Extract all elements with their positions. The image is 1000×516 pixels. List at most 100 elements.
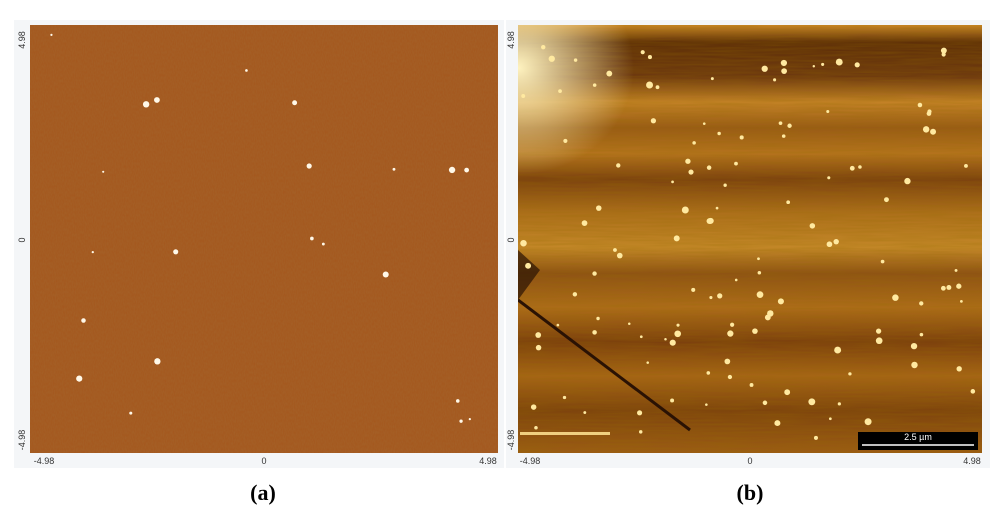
particle <box>520 239 527 247</box>
particle <box>292 100 298 106</box>
particle <box>727 374 733 380</box>
particle <box>940 47 947 54</box>
y-label: 4.98 <box>506 31 516 49</box>
particle <box>926 111 932 116</box>
particle <box>468 417 471 421</box>
particle <box>910 342 918 350</box>
y-label: -4.98 <box>506 430 516 451</box>
particle <box>464 167 470 173</box>
particle <box>691 287 696 292</box>
particle <box>757 271 762 275</box>
particle <box>616 163 621 168</box>
x-label: -4.98 <box>34 456 55 466</box>
x-label: 0 <box>747 456 752 466</box>
particle <box>670 398 675 403</box>
particle <box>837 402 841 406</box>
particle <box>306 163 312 169</box>
particle <box>558 89 562 94</box>
particle <box>702 122 706 125</box>
particle <box>854 62 860 68</box>
particle <box>530 404 537 410</box>
particle <box>809 223 816 229</box>
particle <box>382 271 389 278</box>
particle <box>756 291 764 298</box>
particle <box>956 283 962 289</box>
particle <box>752 328 758 334</box>
particle <box>970 389 976 394</box>
caption: (b) <box>737 480 764 505</box>
particle <box>556 323 560 327</box>
particle <box>706 165 712 170</box>
particle <box>76 375 83 382</box>
particle <box>959 299 963 303</box>
particle <box>245 69 248 72</box>
particle <box>534 426 538 430</box>
particle <box>647 55 652 60</box>
particle <box>673 235 680 242</box>
particle <box>930 128 937 135</box>
particle <box>941 52 946 57</box>
particle <box>884 197 889 203</box>
particle <box>724 358 731 365</box>
particle <box>173 249 179 255</box>
particle <box>835 58 843 66</box>
particle <box>91 250 94 254</box>
particle <box>581 220 588 226</box>
particle <box>664 337 667 341</box>
x-label: 4.98 <box>479 456 497 466</box>
particle <box>767 310 774 317</box>
x-label: -4.98 <box>520 456 541 466</box>
particle <box>727 330 734 337</box>
particle <box>583 411 587 415</box>
particle <box>142 101 150 108</box>
particle <box>773 78 777 82</box>
particle <box>812 65 816 68</box>
particle <box>572 292 578 297</box>
particle <box>606 70 613 77</box>
particle <box>592 83 597 87</box>
particle <box>616 252 623 259</box>
particle <box>940 285 946 291</box>
particle <box>784 389 791 396</box>
particle <box>596 205 602 211</box>
particle <box>596 316 600 321</box>
scale-bar: 2.5 µm <box>858 432 978 450</box>
particle <box>541 44 546 50</box>
particle <box>774 420 781 427</box>
particle <box>717 293 723 299</box>
particle <box>964 164 968 168</box>
particle <box>639 335 643 339</box>
particle <box>826 241 833 248</box>
afm-image-a <box>30 25 498 453</box>
particle <box>730 322 735 327</box>
particle <box>592 330 597 335</box>
particle <box>573 58 578 62</box>
particle <box>521 94 526 98</box>
particle <box>129 411 133 415</box>
particle <box>717 131 721 136</box>
particle <box>904 177 911 185</box>
particle <box>919 301 924 306</box>
particle <box>707 217 714 224</box>
particle <box>563 138 568 143</box>
y-label: 0 <box>506 237 516 242</box>
particle <box>688 169 694 175</box>
particle <box>781 68 788 75</box>
particle <box>780 59 788 67</box>
particle <box>655 85 660 90</box>
particle <box>50 33 53 36</box>
caption: (a) <box>250 480 276 505</box>
particle <box>922 126 930 133</box>
particle <box>535 344 542 351</box>
particle <box>646 361 649 364</box>
particle <box>848 372 852 376</box>
x-label: 4.98 <box>963 456 981 466</box>
particle <box>787 123 792 128</box>
particle <box>535 332 542 338</box>
particle <box>826 110 830 114</box>
particle <box>778 121 783 125</box>
y-label: 4.98 <box>17 31 27 49</box>
particle <box>827 176 831 180</box>
particle <box>81 318 86 323</box>
particle <box>392 167 396 171</box>
